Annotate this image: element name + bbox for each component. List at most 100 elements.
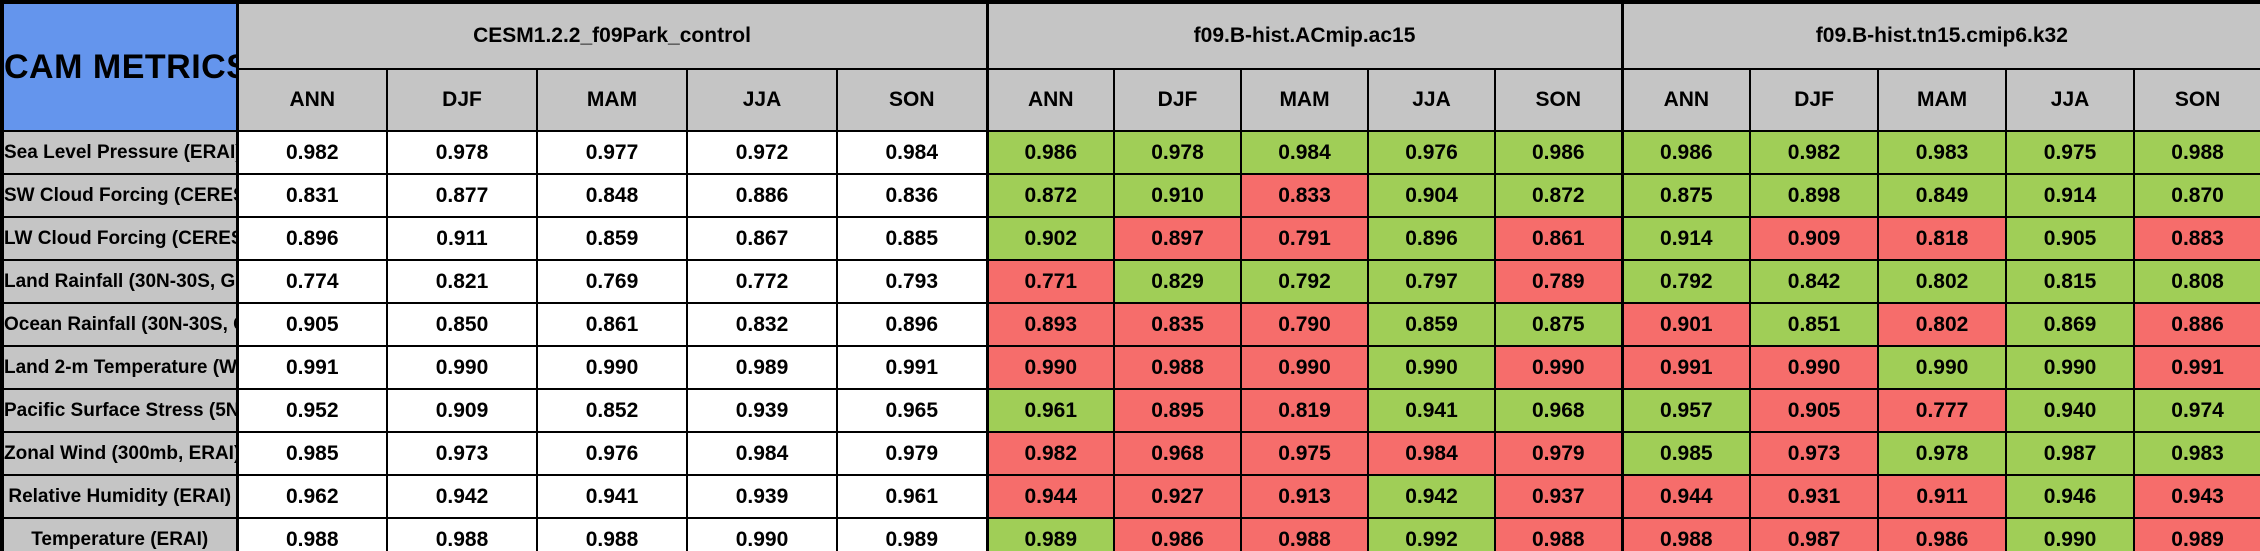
value-cell: 0.978 <box>1113 130 1243 175</box>
metric-label: Pacific Surface Stress (5N-5S,ERS) <box>1 388 238 433</box>
value-cell: 0.972 <box>686 130 838 175</box>
value-cell: 0.977 <box>536 130 688 175</box>
value-cell: 0.990 <box>686 517 838 551</box>
value-cell: 0.988 <box>1240 517 1370 551</box>
season-header: MAM <box>536 68 688 132</box>
value-cell: 0.988 <box>536 517 688 551</box>
value-cell: 0.941 <box>536 474 688 519</box>
model-group-header: f09.B-hist.ACmip.ac15 <box>985 1 1624 70</box>
value-cell: 0.875 <box>1494 302 1624 347</box>
metric-label: LW Cloud Forcing (CERES-EBAF) <box>1 216 238 261</box>
value-cell: 0.777 <box>1877 388 2008 433</box>
value-cell: 0.989 <box>2133 517 2260 551</box>
value-cell: 0.987 <box>2005 431 2136 476</box>
value-cell: 0.990 <box>985 345 1116 390</box>
metric-row: Temperature (ERAI) 0.988 0.988 0.988 0.990 0.… <box>1 517 2260 551</box>
value-cell: 0.850 <box>386 302 538 347</box>
value-cell: 0.991 <box>1620 345 1752 390</box>
metric-label: Land 2-m Temperature (Willmott) <box>1 345 238 390</box>
value-cell: 0.791 <box>1240 216 1370 261</box>
value-cell: 0.832 <box>686 302 838 347</box>
value-cell: 0.990 <box>1367 345 1497 390</box>
value-cell: 0.985 <box>235 431 388 476</box>
value-cell: 0.904 <box>1367 173 1497 218</box>
value-cell: 0.897 <box>1113 216 1243 261</box>
value-cell: 0.988 <box>235 517 388 551</box>
metric-label: Zonal Wind (300mb, ERAI) <box>1 431 238 476</box>
season-header: DJF <box>386 68 538 132</box>
value-cell: 0.831 <box>235 173 388 218</box>
value-cell: 0.986 <box>1113 517 1243 551</box>
value-cell: 0.961 <box>835 474 989 519</box>
season-header: ANN <box>985 68 1116 132</box>
value-cell: 0.957 <box>1620 388 1752 433</box>
season-header: JJA <box>2005 68 2136 132</box>
value-cell: 0.851 <box>1749 302 1880 347</box>
value-cell: 0.914 <box>2005 173 2136 218</box>
value-cell: 0.975 <box>1240 431 1370 476</box>
value-cell: 0.990 <box>1877 345 2008 390</box>
metrics-title: CAM METRICS <box>1 1 238 132</box>
value-cell: 0.946 <box>2005 474 2136 519</box>
value-cell: 0.965 <box>835 388 989 433</box>
value-cell: 0.861 <box>536 302 688 347</box>
value-cell: 0.992 <box>1367 517 1497 551</box>
value-cell: 0.808 <box>2133 259 2260 304</box>
value-cell: 0.988 <box>1620 517 1752 551</box>
season-header: SON <box>2133 68 2260 132</box>
value-cell: 0.982 <box>985 431 1116 476</box>
value-cell: 0.772 <box>686 259 838 304</box>
value-cell: 0.872 <box>985 173 1116 218</box>
value-cell: 0.989 <box>985 517 1116 551</box>
season-header: DJF <box>1113 68 1243 132</box>
season-header: DJF <box>1749 68 1880 132</box>
value-cell: 0.990 <box>386 345 538 390</box>
value-cell: 0.790 <box>1240 302 1370 347</box>
model-header-row: CAM METRICS CESM1.2.2_f09Park_control f09… <box>1 1 2260 132</box>
value-cell: 0.893 <box>985 302 1116 347</box>
value-cell: 0.973 <box>386 431 538 476</box>
model-group-header: CESM1.2.2_f09Park_control <box>235 1 989 70</box>
metric-label: Ocean Rainfall (30N-30S, GPCP) <box>1 302 238 347</box>
value-cell: 0.961 <box>985 388 1116 433</box>
value-cell: 0.836 <box>835 173 989 218</box>
value-cell: 0.989 <box>835 517 989 551</box>
value-cell: 0.898 <box>1749 173 1880 218</box>
metric-label: Land Rainfall (30N-30S, GPCP) <box>1 259 238 304</box>
value-cell: 0.848 <box>536 173 688 218</box>
metric-row: SW Cloud Forcing (CERES-EBAF)0.8310.8770… <box>1 173 2260 218</box>
value-cell: 0.939 <box>686 474 838 519</box>
metric-label: Sea Level Pressure (ERAI) <box>1 130 238 175</box>
season-header: SON <box>835 68 989 132</box>
value-cell: 0.975 <box>2005 130 2136 175</box>
value-cell: 0.973 <box>1749 431 1880 476</box>
value-cell: 0.982 <box>235 130 388 175</box>
value-cell: 0.861 <box>1494 216 1624 261</box>
value-cell: 0.991 <box>2133 345 2260 390</box>
metric-row: Land 2-m Temperature (Willmott) 0.991 0.99… <box>1 345 2260 390</box>
value-cell: 0.914 <box>1620 216 1752 261</box>
metric-label: Temperature (ERAI) <box>1 517 238 551</box>
metric-row: Zonal Wind (300mb, ERAI) 0.985 0.973 0.976 0… <box>1 431 2260 476</box>
value-cell: 0.987 <box>1749 517 1880 551</box>
value-cell: 0.986 <box>1494 130 1624 175</box>
value-cell: 0.815 <box>2005 259 2136 304</box>
value-cell: 0.944 <box>985 474 1116 519</box>
value-cell: 0.983 <box>1877 130 2008 175</box>
value-cell: 0.859 <box>1367 302 1497 347</box>
value-cell: 0.974 <box>2133 388 2260 433</box>
value-cell: 0.802 <box>1877 302 2008 347</box>
value-cell: 0.902 <box>985 216 1116 261</box>
value-cell: 0.886 <box>2133 302 2260 347</box>
value-cell: 0.939 <box>686 388 838 433</box>
value-cell: 0.859 <box>536 216 688 261</box>
season-header-row: ANN DJF MAM JJA SON ANN DJF MAM JJA SON ANN DJF MAM J… <box>2 68 2260 132</box>
value-cell: 0.769 <box>536 259 688 304</box>
value-cell: 0.942 <box>386 474 538 519</box>
value-cell: 0.905 <box>1749 388 1880 433</box>
value-cell: 0.985 <box>1620 431 1752 476</box>
value-cell: 0.937 <box>1494 474 1624 519</box>
value-cell: 0.901 <box>1620 302 1752 347</box>
value-cell: 0.835 <box>1113 302 1243 347</box>
